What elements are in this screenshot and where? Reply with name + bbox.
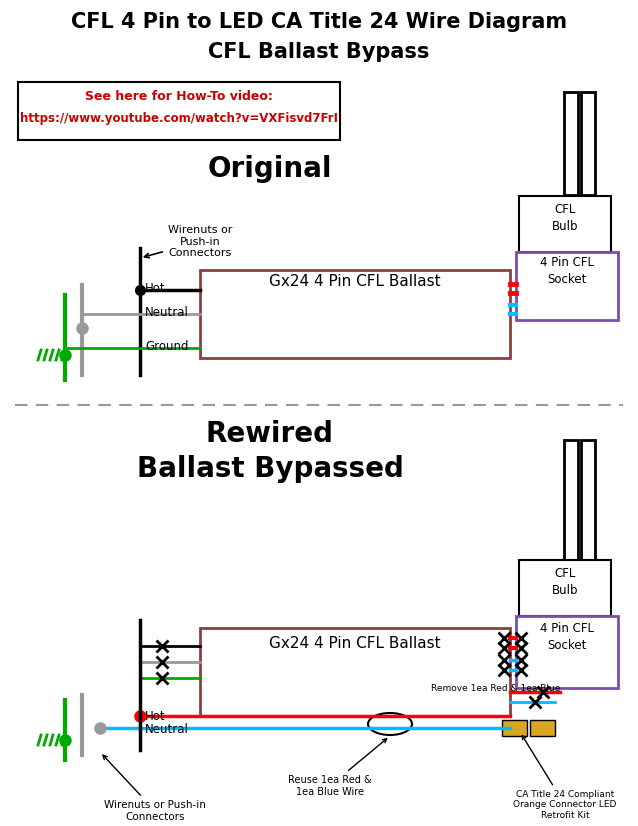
- Text: Neutral: Neutral: [145, 306, 189, 319]
- Bar: [581, 92, 595, 195]
- Bar: [516, 252, 618, 320]
- Text: CFL Ballast Bypass: CFL Ballast Bypass: [209, 42, 429, 62]
- Text: Rewired: Rewired: [206, 420, 334, 448]
- Text: Ballast Bypassed: Ballast Bypassed: [137, 455, 403, 483]
- Bar: [519, 196, 611, 252]
- Text: 4 Pin CFL
Socket: 4 Pin CFL Socket: [540, 622, 594, 652]
- Text: Remove 1ea Red & 1ea Blue: Remove 1ea Red & 1ea Blue: [431, 684, 560, 693]
- Text: See here for How-To video:: See here for How-To video:: [85, 90, 273, 103]
- Text: https://www.youtube.com/watch?v=VXFisvd7FrI: https://www.youtube.com/watch?v=VXFisvd7…: [20, 112, 338, 125]
- Text: CFL
Bulb: CFL Bulb: [552, 567, 578, 597]
- Text: Original: Original: [208, 155, 332, 183]
- Text: CA Title 24 Compliant
Orange Connector LED
Retrofit Kit: CA Title 24 Compliant Orange Connector L…: [514, 736, 617, 819]
- Text: Hot: Hot: [145, 282, 166, 295]
- Bar: [519, 560, 611, 616]
- Text: Wirenuts or
Push-in
Connectors: Wirenuts or Push-in Connectors: [144, 225, 232, 259]
- Text: Hot: Hot: [145, 710, 166, 723]
- Text: CFL 4 Pin to LED CA Title 24 Wire Diagram: CFL 4 Pin to LED CA Title 24 Wire Diagra…: [71, 12, 567, 32]
- Bar: [530, 720, 555, 736]
- Text: CFL
Bulb: CFL Bulb: [552, 203, 578, 233]
- Bar: [581, 440, 595, 560]
- Text: Wirenuts or Push-in
Connectors: Wirenuts or Push-in Connectors: [103, 755, 206, 822]
- Bar: [564, 440, 578, 560]
- Bar: [502, 720, 527, 736]
- Bar: [18, 82, 340, 140]
- Text: Gx24 4 Pin CFL Ballast: Gx24 4 Pin CFL Ballast: [269, 636, 441, 651]
- Bar: [564, 92, 578, 195]
- Bar: [516, 616, 618, 688]
- Text: Gx24 4 Pin CFL Ballast: Gx24 4 Pin CFL Ballast: [269, 274, 441, 289]
- Bar: [200, 628, 510, 716]
- Text: Neutral: Neutral: [145, 723, 189, 736]
- Text: 4 Pin CFL
Socket: 4 Pin CFL Socket: [540, 256, 594, 286]
- Text: Reuse 1ea Red &
1ea Blue Wire: Reuse 1ea Red & 1ea Blue Wire: [288, 738, 387, 796]
- Text: Ground: Ground: [145, 340, 188, 353]
- Bar: [200, 270, 510, 358]
